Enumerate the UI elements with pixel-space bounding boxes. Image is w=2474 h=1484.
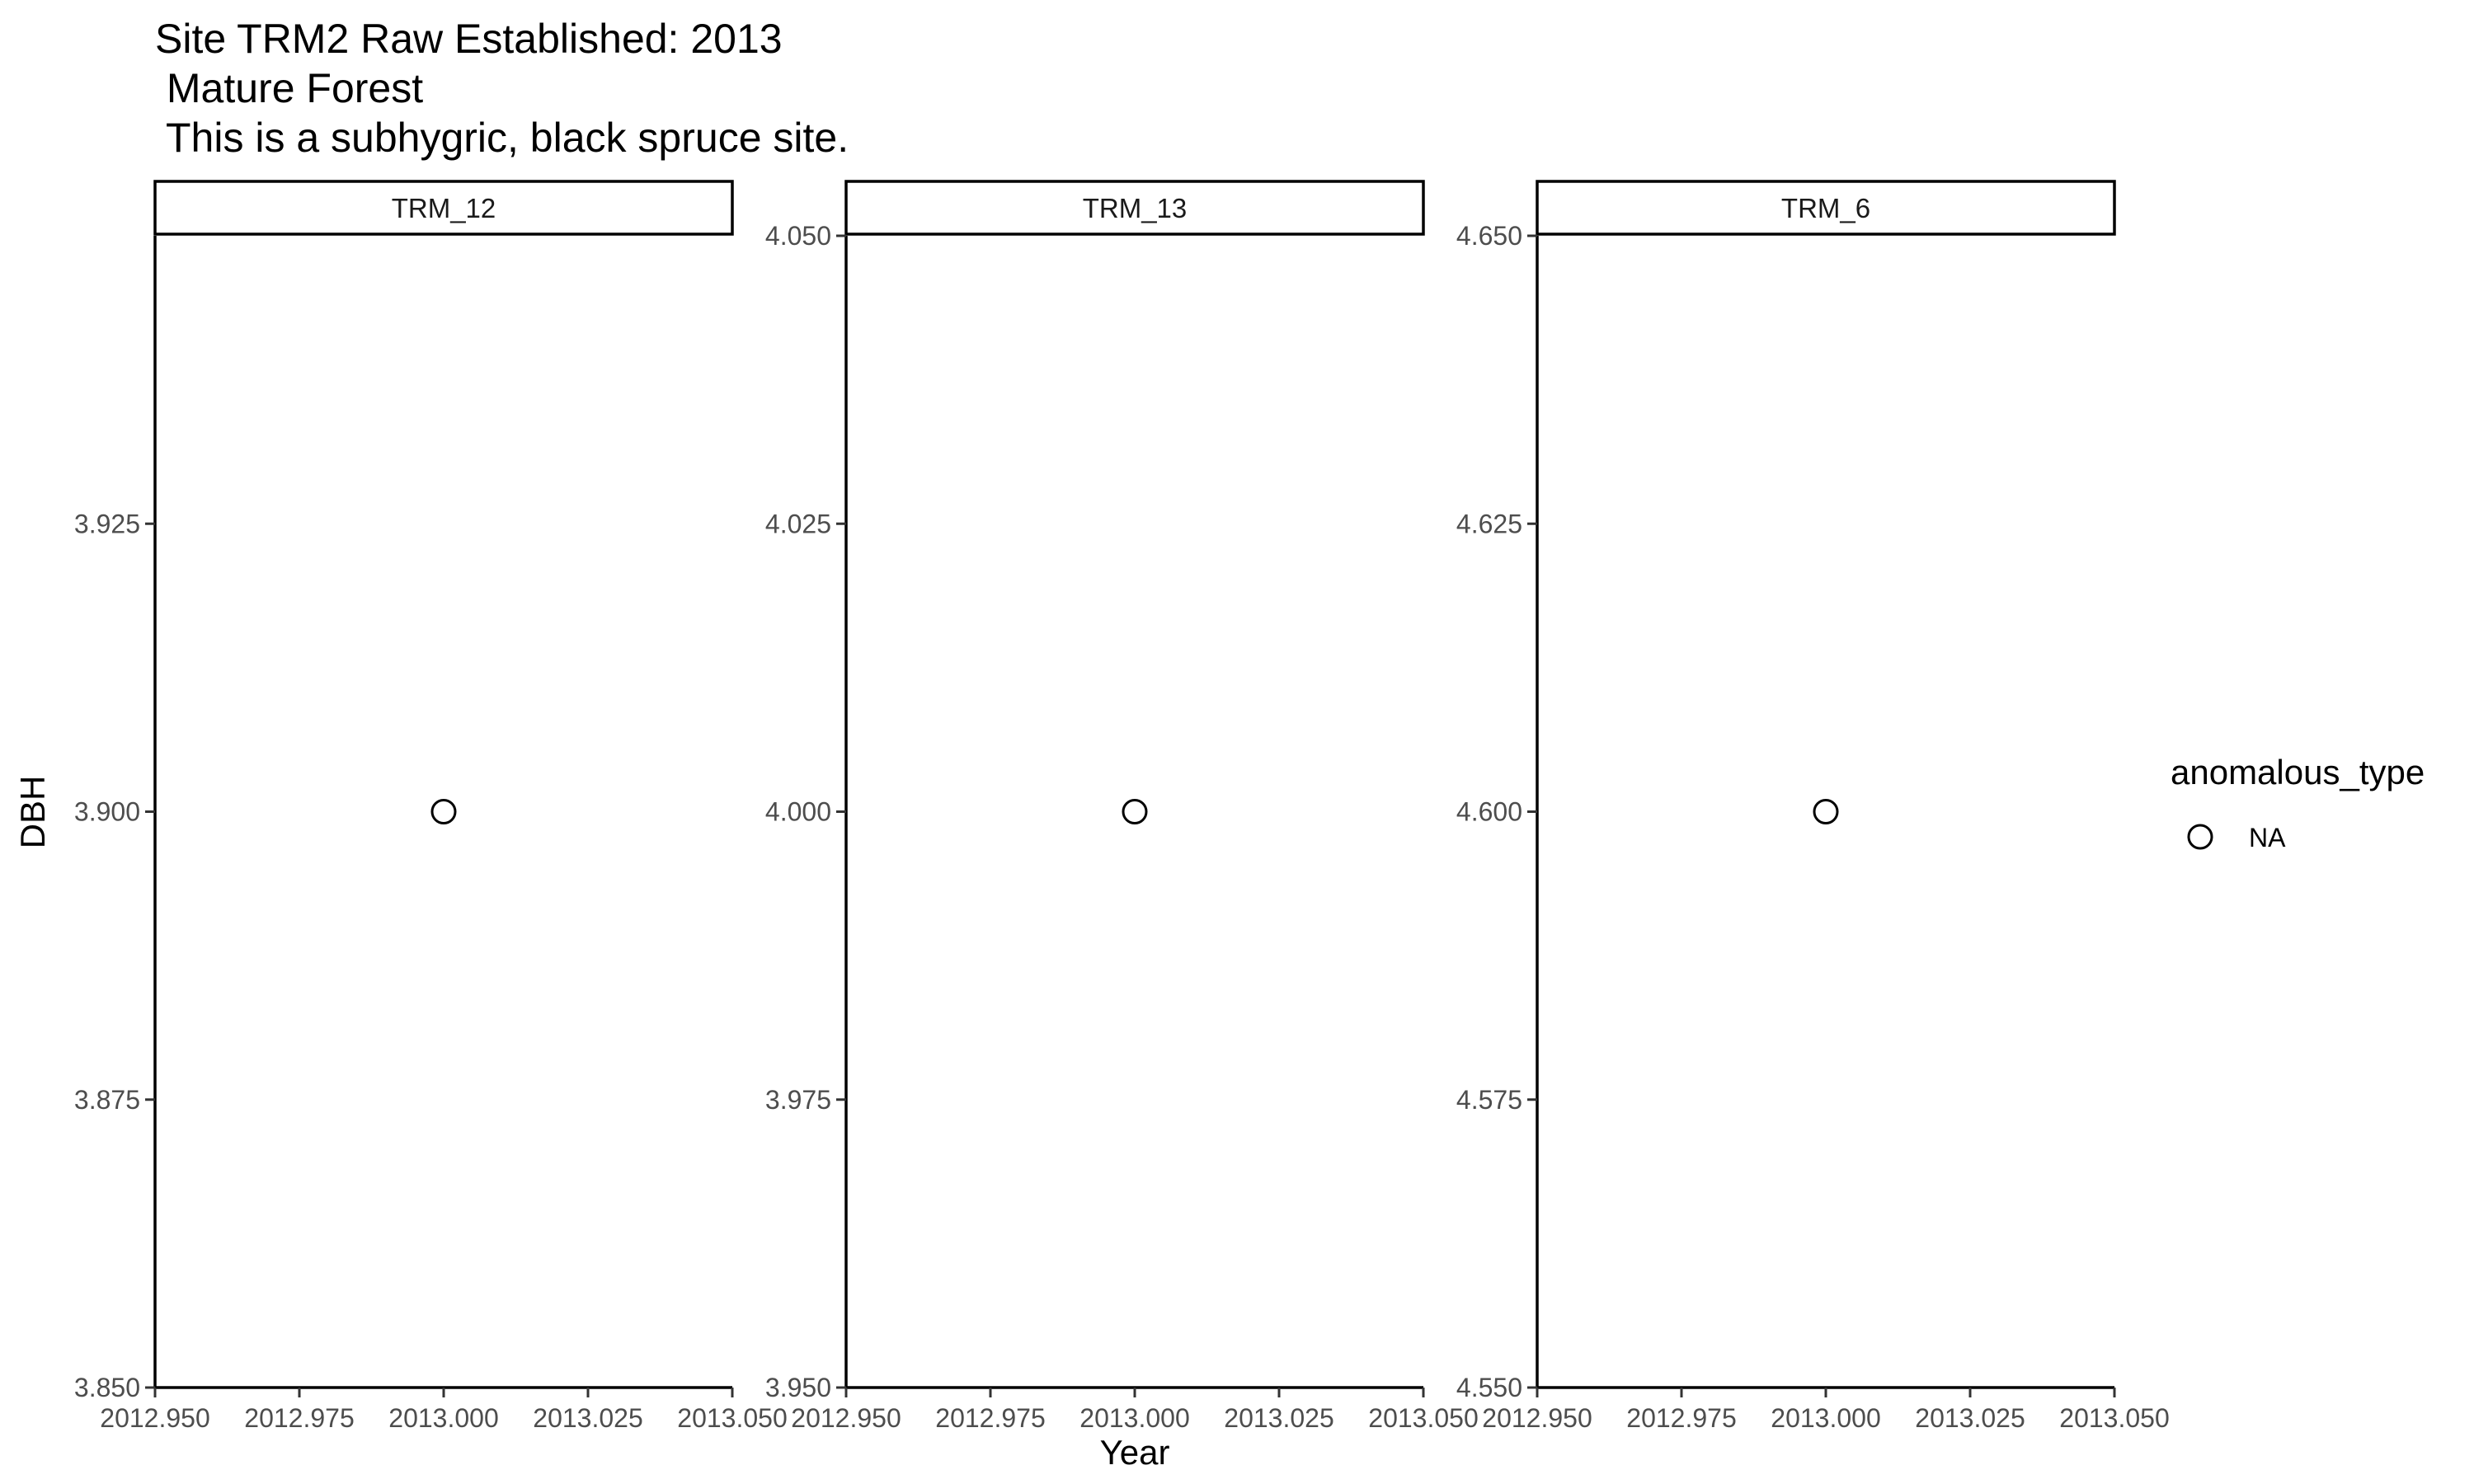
y-tick-label: 3.925 (74, 509, 140, 538)
x-tick-label: 2013.025 (1915, 1403, 2025, 1433)
legend-title: anomalous_type (2171, 753, 2425, 791)
y-tick-label: 3.875 (74, 1085, 140, 1115)
legend-label-na: NA (2249, 823, 2286, 852)
y-tick-label: 4.025 (765, 509, 831, 538)
y-tick-label: 3.850 (74, 1373, 140, 1402)
facet-panel-2: TRM_13 3.950 3.975 4.000 4.025 4.050 2012.950 2… (765, 180, 1479, 1433)
y-axis-title: DBH (13, 776, 52, 849)
x-tick-label: 2013.050 (2059, 1403, 2169, 1433)
x-tick-label: 2012.950 (1482, 1403, 1592, 1433)
y-tick-label: 3.900 (74, 797, 140, 827)
x-tick-label: 2012.950 (791, 1403, 901, 1433)
y-tick-label: 4.625 (1456, 509, 1522, 538)
facet-panel-3: TRM_6 4.550 4.575 4.600 4.625 4.650 2012.950 20… (1456, 180, 2170, 1433)
y-tick-label: 4.600 (1456, 797, 1522, 827)
x-tick-label: 2012.975 (1626, 1403, 1736, 1433)
data-point (1813, 799, 1839, 824)
x-tick-label: 2012.950 (100, 1403, 209, 1433)
x-tick-label: 2013.025 (533, 1403, 642, 1433)
legend-marker-na (2187, 824, 2213, 850)
data-point (430, 799, 457, 824)
facet-strip (153, 180, 734, 236)
x-tick-label: 2013.000 (1771, 1403, 1880, 1433)
x-tick-label: 2013.000 (1079, 1403, 1189, 1433)
x-tick-label: 2013.025 (1224, 1403, 1333, 1433)
facet-strip-label: TRM_12 (392, 193, 496, 223)
y-tick-label: 3.950 (765, 1373, 831, 1402)
data-point (1122, 799, 1148, 824)
x-tick-label: 2013.050 (1368, 1403, 1478, 1433)
x-tick-label: 2013.000 (388, 1403, 498, 1433)
x-tick-label: 2012.975 (935, 1403, 1045, 1433)
y-tick-label: 4.650 (1456, 221, 1522, 251)
chart-title-line-2: Mature Forest (155, 65, 424, 111)
y-tick-label: 4.575 (1456, 1085, 1522, 1115)
x-tick-label: 2013.050 (677, 1403, 787, 1433)
y-tick-label: 4.050 (765, 221, 831, 251)
facet-strip (1536, 180, 2116, 236)
chart-title-line-1: Site TRM2 Raw Established: 2013 (155, 16, 783, 62)
x-axis-title: Year (1100, 1433, 1170, 1472)
facet-strip-label: TRM_13 (1083, 193, 1188, 223)
facet-strip (844, 180, 1425, 236)
x-tick-label: 2012.975 (244, 1403, 354, 1433)
chart-title-line-3: This is a subhygric, black spruce site. (155, 115, 849, 161)
y-tick-label: 4.550 (1456, 1373, 1522, 1402)
facet-strip-label: TRM_6 (1781, 193, 1870, 223)
facet-panel-1: TRM_12 3.850 3.875 3.900 3.925 2012.950 2012.9… (74, 180, 788, 1433)
y-tick-label: 3.975 (765, 1085, 831, 1115)
y-tick-label: 4.000 (765, 797, 831, 827)
